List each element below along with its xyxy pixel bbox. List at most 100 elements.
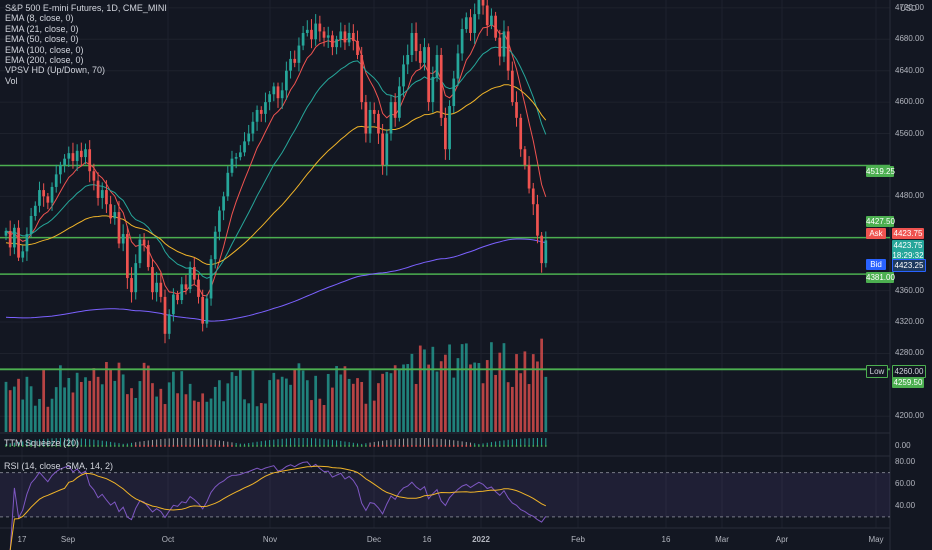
candle-body xyxy=(485,5,489,26)
squeeze-bar xyxy=(398,438,400,446)
volume-bar xyxy=(439,361,443,432)
squeeze-bar xyxy=(449,439,451,446)
candle-body xyxy=(322,31,326,38)
volume-bar xyxy=(13,386,16,432)
legend-ema200[interactable]: EMA (200, close, 0) xyxy=(5,55,84,66)
squeeze-bar xyxy=(436,438,438,446)
ema8-line xyxy=(5,24,547,297)
rsi-tick-label: 40.00 xyxy=(895,500,916,510)
squeeze-bar xyxy=(545,438,547,446)
squeeze-bar xyxy=(244,443,246,446)
squeeze-bar xyxy=(352,442,354,446)
squeeze-bar xyxy=(13,442,15,446)
squeeze-dot xyxy=(34,445,37,447)
volume-bar xyxy=(456,358,460,432)
squeeze-dot xyxy=(373,445,376,447)
candle-body xyxy=(105,190,108,205)
squeeze-dot xyxy=(490,445,493,447)
currency-label: USD xyxy=(900,4,917,13)
squeeze-dot xyxy=(519,445,522,447)
squeeze-bar xyxy=(89,439,91,446)
squeeze-dot xyxy=(256,445,258,447)
squeeze-bar xyxy=(135,442,137,446)
time-tick-label: Apr xyxy=(775,535,789,544)
candle-body xyxy=(473,14,477,33)
candle-body xyxy=(138,239,142,264)
squeeze-bar xyxy=(495,441,497,446)
candle-body xyxy=(536,204,539,236)
volume-bar xyxy=(268,380,271,432)
squeeze-dot xyxy=(310,445,313,447)
volume-bar xyxy=(255,406,259,432)
volume-bar xyxy=(494,374,497,432)
legend-ema100[interactable]: EMA (100, close, 0) xyxy=(5,44,84,55)
volume-bar xyxy=(502,343,506,432)
squeeze-bar xyxy=(248,443,250,446)
volume-bar xyxy=(209,398,213,432)
candle-body xyxy=(180,284,184,301)
squeeze-dot xyxy=(289,445,292,447)
candle-body xyxy=(293,58,297,63)
squeeze-dot xyxy=(444,445,447,447)
squeeze-bar xyxy=(411,438,413,446)
squeeze-bar xyxy=(541,438,543,446)
candle-body xyxy=(8,230,12,248)
squeeze-dot xyxy=(360,445,363,447)
rsi-label[interactable]: RSI (14, close, SMA, 14, 2) xyxy=(4,461,114,471)
legend-ema21[interactable]: EMA (21, close, 0) xyxy=(5,23,79,34)
squeeze-dot xyxy=(339,445,342,447)
squeeze-dot xyxy=(318,445,321,447)
volume-bar xyxy=(297,363,301,432)
volume-bar xyxy=(105,362,108,432)
squeeze-bar xyxy=(432,438,434,446)
squeeze-dot xyxy=(201,445,204,447)
volume-bar xyxy=(71,392,75,432)
squeeze-dot xyxy=(197,445,200,447)
squeeze-bar xyxy=(336,440,338,446)
legend-symbol[interactable]: S&P 500 E-mini Futures, 1D, CME_MINI xyxy=(5,3,167,13)
candle-body xyxy=(79,150,83,158)
volume-bar xyxy=(485,360,489,432)
candle-body xyxy=(38,190,41,206)
squeeze-bar xyxy=(382,440,384,446)
legend-ema8[interactable]: EMA (8, close, 0) xyxy=(5,13,74,24)
legend-ema50[interactable]: EMA (50, close, 0) xyxy=(5,34,79,45)
legend-vol[interactable]: Vol xyxy=(5,75,18,86)
squeeze-label[interactable]: TTM Squeeze (20) xyxy=(4,438,80,448)
legend-vpsv[interactable]: VPSV HD (Up/Down, 70) xyxy=(5,65,106,76)
volume-bar xyxy=(435,371,439,432)
squeeze-dot xyxy=(314,445,317,447)
candle-body xyxy=(356,40,359,55)
ema200-line xyxy=(5,238,546,322)
candle-body xyxy=(259,109,263,114)
squeeze-dot xyxy=(298,445,300,447)
squeeze-dot xyxy=(507,445,510,447)
volume-bar xyxy=(272,372,276,432)
squeeze-dot xyxy=(5,445,7,447)
squeeze-dot xyxy=(348,445,351,447)
volume-bar xyxy=(389,373,393,432)
squeeze-bar xyxy=(126,443,128,446)
squeeze-bar xyxy=(407,438,409,446)
volume-bar xyxy=(452,377,456,432)
volume-bar xyxy=(96,376,100,432)
rsi-line xyxy=(9,461,547,550)
candle-body xyxy=(506,31,510,71)
squeeze-dot xyxy=(327,445,330,447)
squeeze-bar xyxy=(423,438,425,446)
volume-bar xyxy=(264,403,267,432)
squeeze-bar xyxy=(43,438,45,446)
squeeze-dot xyxy=(109,445,112,447)
volume-bar xyxy=(155,396,159,432)
squeeze-dot xyxy=(51,445,53,447)
candle-body xyxy=(481,0,485,6)
volume-bar xyxy=(192,400,196,432)
candles xyxy=(4,0,548,344)
volume-bar xyxy=(188,383,192,432)
squeeze-dot xyxy=(88,445,91,447)
squeeze-dot xyxy=(42,445,45,447)
volume-bar xyxy=(59,365,62,432)
candle-body xyxy=(377,113,380,134)
volume-bar xyxy=(305,380,309,432)
